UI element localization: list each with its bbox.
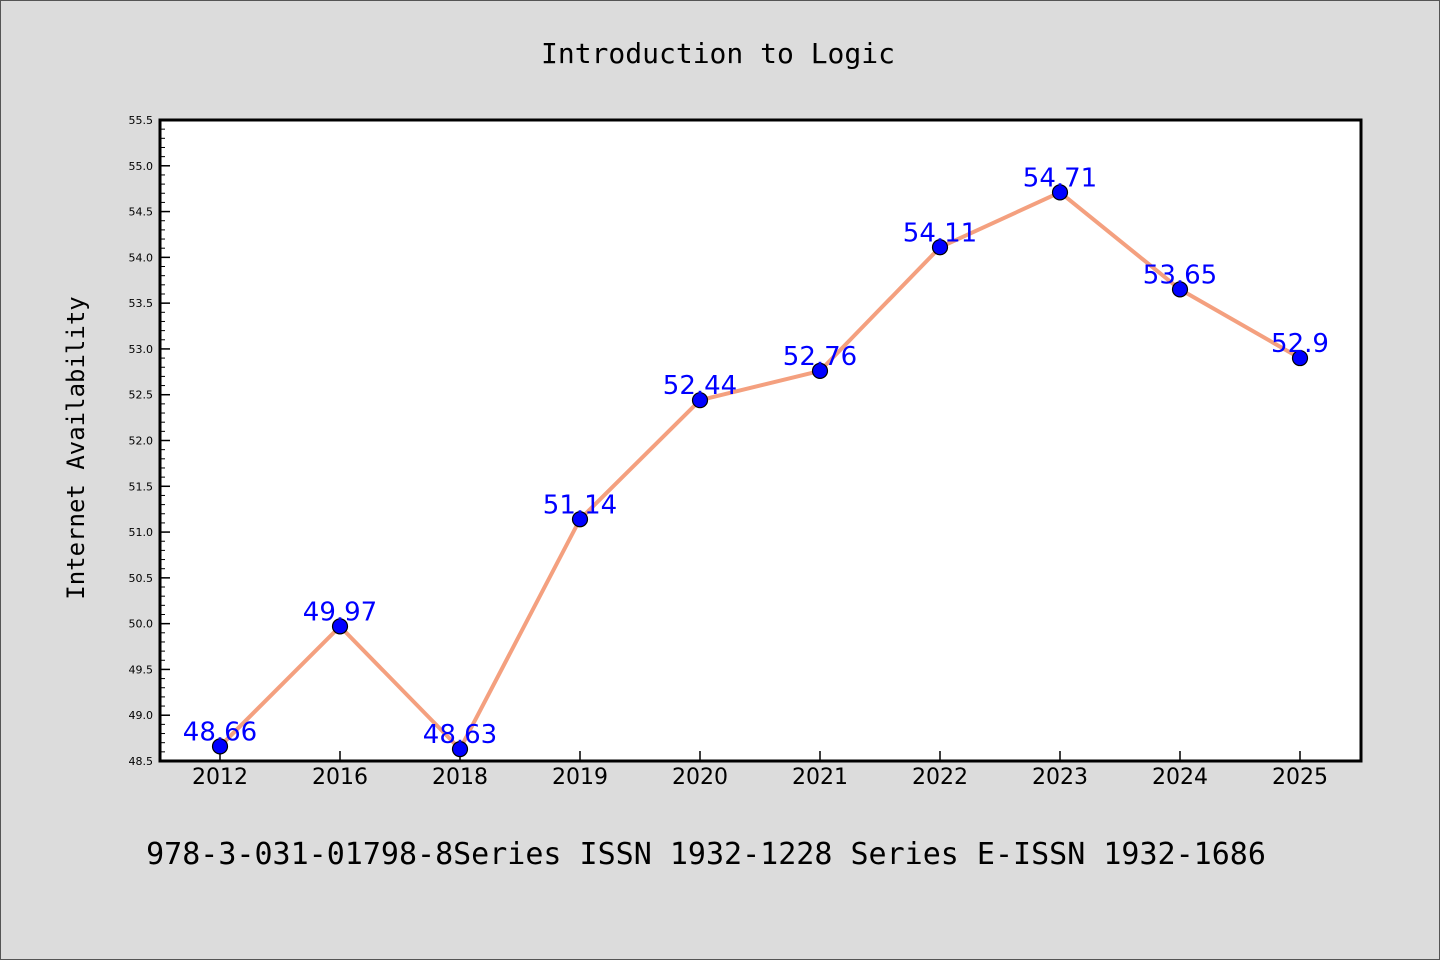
footer-text: 978-3-031-01798-8Series ISSN 1932-1228 S… [146,837,1266,872]
data-labels-group: 48.66 49.97 48.63 51.14 52.44 52.76 54.11 54.71… [183,163,1329,750]
data-label: 49.97 [303,597,377,627]
x-tick-label: 2023 [1032,765,1088,790]
data-point [211,738,229,755]
y-tick-label: 55.5 [129,114,154,127]
data-point [1291,349,1309,367]
x-tick-label: 2020 [672,765,728,790]
y-tick-label: 50.5 [129,572,154,585]
y-tick-label: 50.0 [129,618,154,631]
y-tick-label: 53.0 [129,343,154,356]
plot-area [158,118,1363,763]
x-axis: 2012 2016 2018 2019 2020 2021 2022 2023 2024 2025 [192,751,1328,790]
data-point [691,392,709,409]
x-tick-label: 2016 [312,765,368,790]
data-label: 54.71 [1023,163,1097,193]
y-tick-label: 49.0 [129,709,154,722]
x-tick-label: 2025 [1272,765,1328,790]
y-axis-label: Internet Availability [62,296,90,599]
chart-title: Introduction to Logic [541,37,895,70]
series-line-group [218,190,1301,752]
x-tick-label: 2019 [552,765,608,790]
y-tick-label: 52.5 [129,389,154,402]
data-point [931,239,949,256]
data-label: 52.44 [663,371,737,401]
y-tick-label: 49.5 [129,663,154,676]
data-label: 53.65 [1143,260,1217,290]
x-tick-label: 2018 [432,765,488,790]
data-point [1171,281,1189,298]
x-tick-label: 2024 [1152,765,1208,790]
y-tick-label: 48.5 [129,755,154,768]
y-axis: 48.5 49.0 49.5 50.0 50.5 51.0 51.5 52.0 52.5 53.0… [129,114,170,768]
data-point [571,511,589,528]
y-tick-label: 54.0 [129,251,154,264]
x-tick-label: 2021 [792,765,848,790]
data-label: 54.11 [903,218,977,248]
series-line [218,190,1301,752]
data-point [331,618,349,635]
data-label: 51.14 [543,490,617,520]
y-tick-label: 52.0 [129,435,154,448]
y-tick-label: 55.0 [129,160,154,173]
data-label: 48.63 [423,720,497,750]
data-label: 52.76 [783,342,857,372]
x-tick-label: 2012 [192,765,248,790]
y-tick-label: 53.5 [129,297,154,310]
markers-group [211,184,1309,758]
y-tick-label: 51.0 [129,526,154,539]
data-point [1051,184,1069,201]
data-point [451,740,469,758]
x-tick-label: 2022 [912,765,968,790]
y-tick-label: 54.5 [129,206,154,219]
y-tick-label: 51.5 [129,480,154,493]
data-point [811,362,829,380]
data-label: 48.66 [183,717,257,747]
data-label: 52.9 [1271,329,1329,359]
